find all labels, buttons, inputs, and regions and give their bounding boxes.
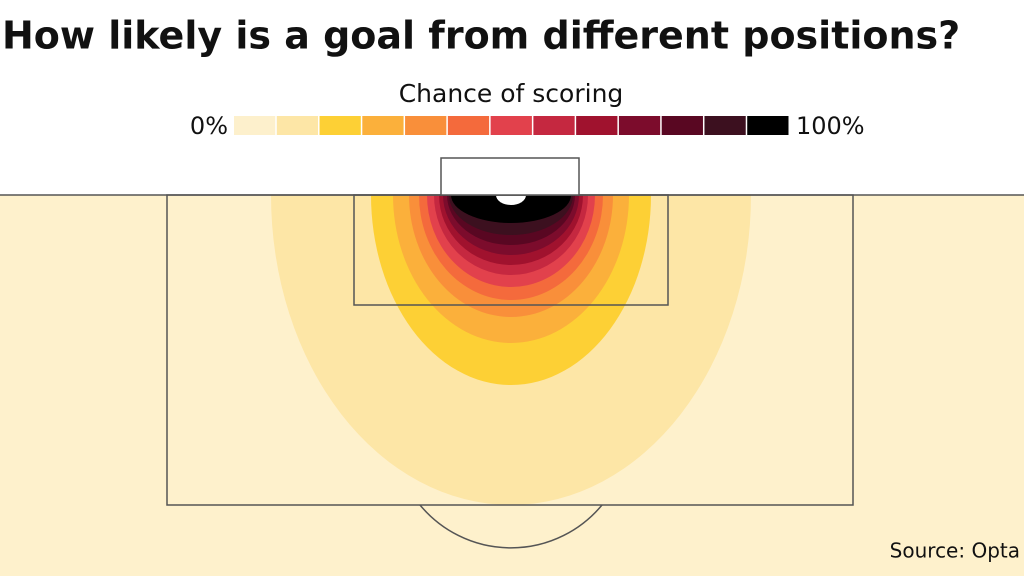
colorbar-tick-label: 0% (190, 112, 228, 140)
goal-spot (496, 195, 526, 205)
colorbar-swatch (704, 116, 746, 135)
colorbar: 0% 100% (190, 112, 865, 140)
colorbar-swatch (533, 116, 575, 135)
colorbar-swatch (618, 116, 661, 135)
contours (271, 195, 751, 505)
pitch-lines (0, 157, 1024, 549)
colorbar-swatch (276, 116, 319, 135)
colorbar-swatch (747, 116, 789, 135)
colorbar-swatch (576, 116, 618, 135)
colorbar-title: Chance of scoring (399, 79, 624, 108)
colorbar-swatch (319, 116, 361, 135)
source: Source: Opta (890, 539, 1020, 563)
colorbar-swatch (234, 116, 276, 135)
colorbar-swatch (447, 116, 490, 135)
colorbar-swatch (362, 116, 404, 135)
colorbar-swatch (661, 116, 703, 135)
colorbar-swatch (405, 116, 447, 135)
contour-band (451, 195, 571, 223)
colorbar-tick-label: 100% (796, 112, 865, 140)
colorbar-swatch (490, 116, 532, 135)
chart-title: How likely is a goal from different posi… (2, 14, 960, 58)
